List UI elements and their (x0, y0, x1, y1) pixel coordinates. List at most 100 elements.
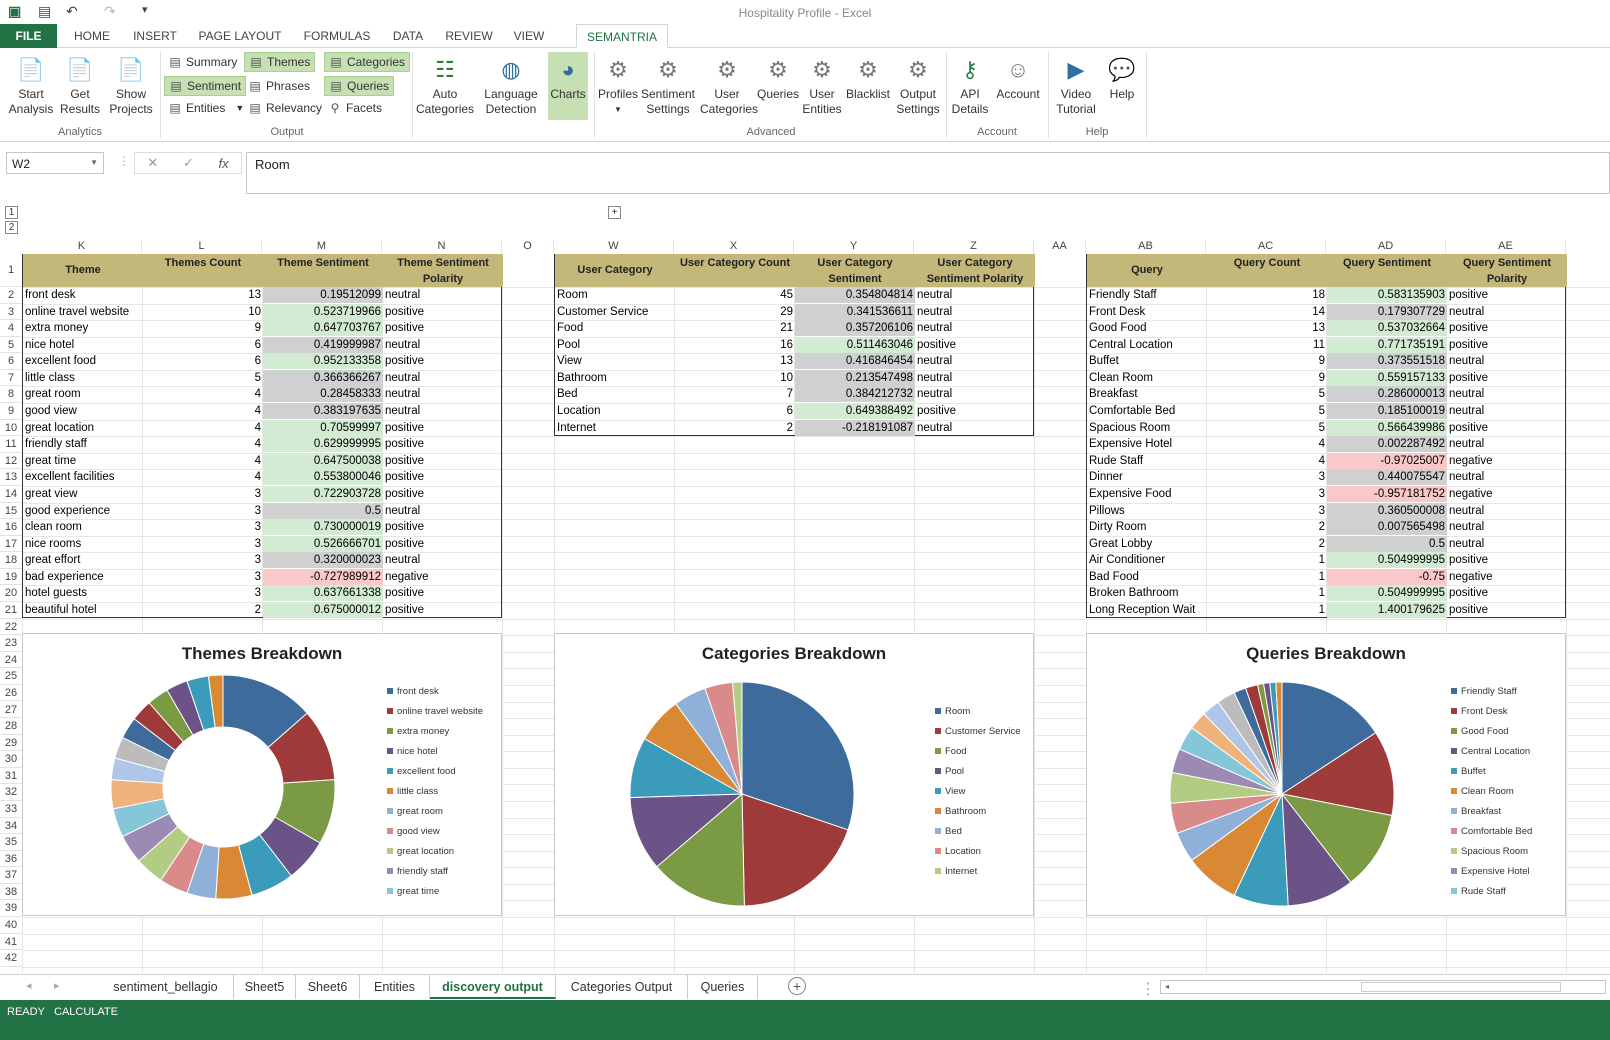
column-header[interactable]: X (674, 240, 794, 253)
table-cell[interactable]: 0.511463046 (795, 336, 915, 353)
pie-slice[interactable] (1280, 732, 1395, 817)
row-header[interactable]: 26 (0, 685, 22, 702)
table-cell[interactable]: 1 (1318, 587, 1325, 600)
row-header[interactable]: 4 (0, 320, 22, 337)
column-header[interactable]: Z (914, 240, 1034, 253)
table-cell[interactable]: front desk (25, 289, 76, 301)
table-cell[interactable]: 0.360500008 (1327, 502, 1447, 519)
tab-formulas[interactable]: FORMULAS (303, 29, 371, 43)
table-cell[interactable]: Friendly Staff (1089, 289, 1157, 301)
table-cell[interactable]: 0.341536611 (795, 303, 915, 320)
sentiment-settings-button[interactable]: ⚙ Sentiment Settings (640, 54, 696, 117)
table-cell[interactable]: 0.383197635 (263, 403, 383, 420)
table-cell[interactable]: 0.730000019 (263, 519, 383, 536)
table-cell[interactable]: Customer Service (557, 305, 649, 318)
row-header[interactable]: 25 (0, 668, 22, 685)
table-cell[interactable]: good experience (25, 504, 111, 517)
scrollbar-thumb[interactable] (1361, 982, 1561, 992)
row-header[interactable]: 40 (0, 917, 22, 934)
scroll-right-icon[interactable]: ▸ (54, 980, 60, 992)
scroll-left-icon[interactable]: ◂ (1164, 982, 1169, 991)
table-cell[interactable]: 3 (254, 554, 261, 567)
table-cell[interactable]: 13 (1312, 322, 1325, 335)
row-header[interactable]: 37 (0, 867, 22, 884)
table-cell[interactable]: 0.320000023 (263, 552, 383, 569)
tab-insert[interactable]: INSERT (133, 29, 177, 43)
row-header[interactable]: 33 (0, 801, 22, 818)
formula-input[interactable]: Room (246, 152, 1610, 194)
table-cell[interactable]: 0.553800046 (263, 469, 383, 486)
entities-button[interactable]: ▤ Entities ▼ (169, 101, 245, 115)
table-cell[interactable]: Bed (557, 388, 578, 401)
row-header[interactable]: 7 (0, 370, 22, 387)
table-cell[interactable]: -0.218191087 (795, 419, 915, 436)
sheet-tab[interactable]: Entities (360, 975, 430, 999)
table-cell[interactable]: neutral (917, 322, 953, 335)
table-cell[interactable]: 0.722903728 (263, 485, 383, 502)
table-cell[interactable]: 3 (1318, 504, 1325, 517)
table-cell[interactable]: 0.384212732 (795, 386, 915, 403)
phrases-button[interactable]: ▤ Phrases (249, 79, 311, 93)
table-cell[interactable]: positive (385, 322, 424, 335)
column-header[interactable]: M (262, 240, 382, 253)
themes-chart[interactable]: Themes Breakdown front desk online travel… (22, 633, 502, 916)
table-cell[interactable]: positive (1449, 338, 1488, 351)
table-cell[interactable]: 0.419999987 (263, 336, 383, 353)
table-cell[interactable]: Location (557, 405, 601, 418)
sheet-tab[interactable]: Sheet5 (234, 975, 296, 999)
column-header[interactable]: AE (1446, 240, 1566, 253)
table-cell[interactable]: positive (385, 604, 424, 617)
table-cell[interactable]: 3 (1318, 471, 1325, 484)
table-cell[interactable]: extra money (25, 322, 89, 335)
table-cell[interactable]: 0.526666701 (263, 535, 383, 552)
table-cell[interactable]: 1.400179625 (1327, 602, 1447, 619)
row-header[interactable]: 20 (0, 585, 22, 603)
table-cell[interactable]: positive (1449, 604, 1488, 617)
queries-chart[interactable]: Queries Breakdown Friendly Staff Front De… (1086, 633, 1566, 916)
table-cell[interactable]: 0.5 (1327, 535, 1447, 552)
table-cell[interactable]: Internet (557, 421, 596, 434)
table-cell[interactable]: 21 (780, 322, 793, 335)
table-cell[interactable]: 6 (254, 338, 261, 351)
sheet-tab[interactable]: Categories Output (556, 975, 688, 999)
row-header[interactable]: 10 (0, 420, 22, 437)
table-cell[interactable]: 0.952133358 (263, 353, 383, 370)
pie-slice[interactable] (1275, 681, 1283, 795)
table-cell[interactable]: 0.354804814 (795, 287, 915, 303)
table-cell[interactable]: 11 (1313, 338, 1325, 351)
table-cell[interactable]: 0.007565498 (1327, 519, 1447, 536)
get-results-button[interactable]: 📄 Get Results (58, 54, 102, 117)
table-cell[interactable]: 0.504999995 (1327, 585, 1447, 602)
table-cell[interactable]: 2 (254, 604, 261, 617)
column-header[interactable]: L (142, 240, 262, 253)
table-cell[interactable]: neutral (385, 388, 421, 401)
table-cell[interactable]: negative (1449, 454, 1493, 467)
table-cell[interactable]: 3 (1318, 487, 1325, 500)
help-button[interactable]: 💬 Help (1102, 54, 1142, 102)
table-cell[interactable]: 18 (1312, 289, 1325, 301)
table-cell[interactable]: 5 (1318, 388, 1325, 401)
blacklist-button[interactable]: ⚙ Blacklist (844, 54, 892, 102)
table-cell[interactable]: 0.523719966 (263, 303, 383, 320)
table-header[interactable]: Theme (23, 254, 143, 287)
table-header[interactable]: Themes Count (143, 254, 263, 287)
row-header[interactable]: 8 (0, 386, 22, 404)
column-header[interactable]: AC (1206, 240, 1326, 253)
row-header[interactable]: 21 (0, 602, 22, 619)
table-cell[interactable]: 1 (1318, 604, 1325, 617)
table-cell[interactable]: 0.647703767 (263, 320, 383, 337)
table-cell[interactable]: neutral (385, 371, 421, 384)
table-cell[interactable]: 0.70599997 (263, 419, 383, 436)
table-cell[interactable]: 0.286000013 (1327, 386, 1447, 403)
column-header[interactable]: AA (1034, 240, 1086, 253)
table-cell[interactable]: positive (385, 537, 424, 550)
table-cell[interactable]: 0.002287492 (1327, 436, 1447, 453)
row-header[interactable]: 41 (0, 934, 22, 951)
table-cell[interactable]: 0.647500038 (263, 452, 383, 469)
status-calculate[interactable]: CALCULATE (54, 1006, 118, 1018)
table-cell[interactable]: Room (557, 289, 588, 301)
table-cell[interactable]: little class (25, 371, 75, 384)
table-cell[interactable]: neutral (1449, 438, 1485, 451)
row-header[interactable]: 12 (0, 453, 22, 470)
user-entities-button[interactable]: ⚙ User Entities (802, 54, 842, 117)
